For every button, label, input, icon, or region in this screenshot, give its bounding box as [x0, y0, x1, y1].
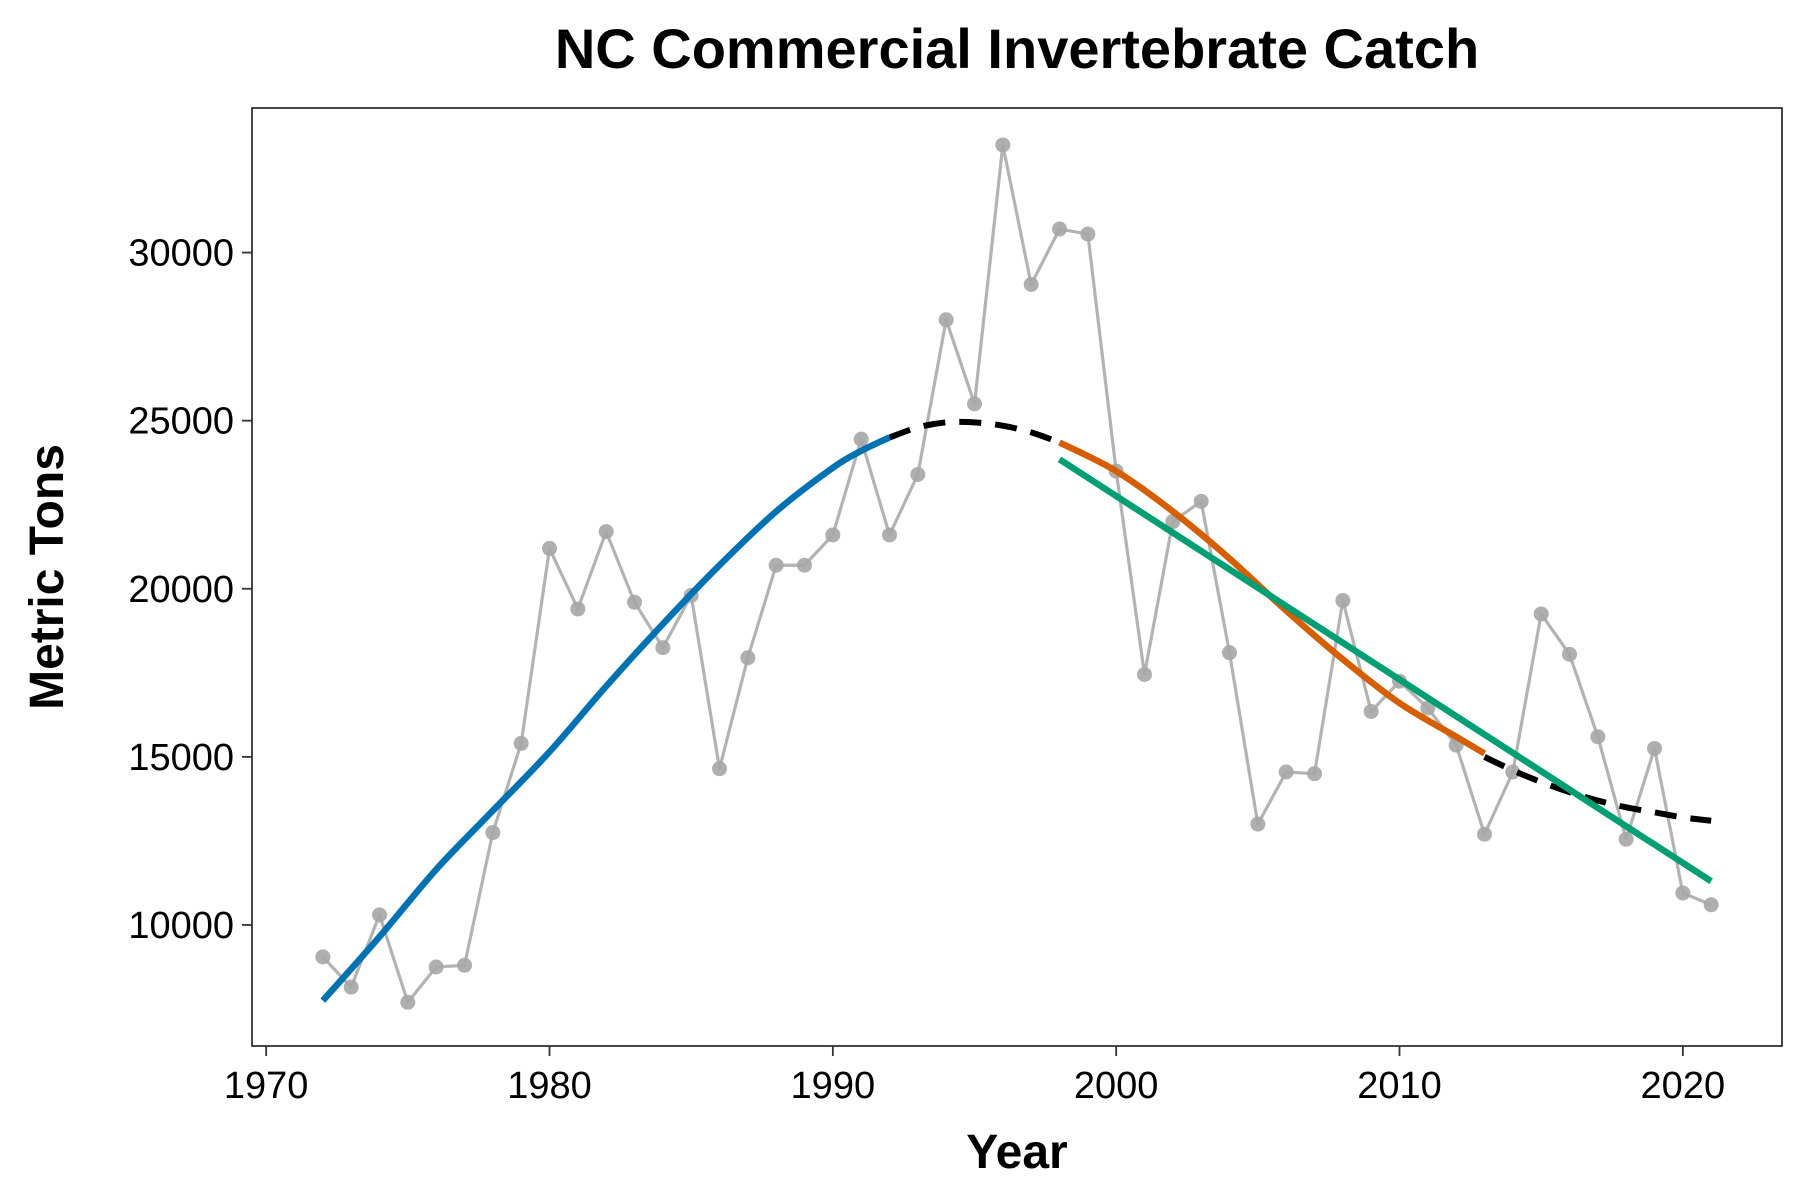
observed-point-2013 — [1477, 826, 1492, 842]
observed-point-1972 — [315, 949, 331, 965]
observed-point-1979 — [513, 735, 529, 751]
observed-point-1997 — [1023, 277, 1039, 293]
observed-point-2020 — [1675, 885, 1691, 901]
observed-point-1974 — [372, 907, 387, 923]
observed-point-1999 — [1080, 226, 1096, 242]
observed-point-2018 — [1618, 831, 1634, 847]
y-tick-label-25000: 25000 — [128, 401, 234, 443]
observed-point-2019 — [1647, 740, 1662, 756]
smooth-trend-dashed-2 — [1483, 754, 1712, 824]
observed-point-1980 — [542, 540, 557, 556]
observed-point-1986 — [712, 761, 727, 777]
observed-point-2003 — [1193, 493, 1209, 509]
x-tick-label-2010: 2010 — [1357, 1065, 1442, 1107]
observed-point-2014 — [1505, 764, 1521, 780]
plot-panel — [251, 107, 1783, 1047]
observed-point-1990 — [825, 527, 841, 543]
observed-point-1978 — [485, 825, 501, 841]
smooth-trend-dashed-1 — [888, 418, 1061, 446]
observed-point-2001 — [1137, 666, 1152, 682]
declining-linear-trend-line — [1057, 456, 1713, 884]
observed-point-1993 — [910, 466, 926, 482]
observed-point-1981 — [570, 601, 586, 617]
observed-point-1996 — [995, 137, 1011, 153]
observed-catch-line — [321, 143, 1712, 1004]
increasing-trend-line — [320, 434, 891, 1003]
observed-point-1983 — [627, 594, 642, 610]
observed-point-2016 — [1562, 646, 1577, 662]
observed-point-1989 — [797, 557, 812, 573]
observed-point-2009 — [1363, 703, 1379, 719]
observed-point-1994 — [938, 312, 954, 328]
x-tick-label-1990: 1990 — [791, 1065, 876, 1107]
observed-point-1976 — [428, 959, 444, 975]
observed-point-2005 — [1250, 816, 1266, 832]
observed-point-2004 — [1222, 645, 1237, 661]
observed-point-2006 — [1278, 764, 1294, 780]
observed-point-2017 — [1590, 729, 1606, 745]
observed-point-2011 — [1420, 700, 1436, 716]
y-tick-label-20000: 20000 — [128, 569, 234, 611]
y-tick-label-30000: 30000 — [128, 233, 234, 275]
x-tick-label-1980: 1980 — [507, 1065, 592, 1107]
y-tick-label-10000: 10000 — [128, 905, 234, 947]
observed-point-1991 — [853, 431, 869, 447]
x-tick-label-1970: 1970 — [224, 1065, 309, 1107]
observed-point-1988 — [768, 557, 784, 573]
observed-point-1975 — [400, 994, 416, 1010]
x-tick-label-2020: 2020 — [1641, 1065, 1726, 1107]
observed-point-2008 — [1335, 593, 1351, 609]
observed-point-1973 — [343, 979, 359, 995]
y-tick-label-15000: 15000 — [128, 737, 234, 779]
observed-point-2007 — [1307, 766, 1322, 782]
x-axis-label: Year — [966, 1126, 1067, 1179]
observed-point-1995 — [967, 396, 982, 412]
plot-layer — [315, 137, 1719, 1010]
observed-point-1987 — [740, 650, 756, 666]
observed-point-1982 — [598, 524, 614, 540]
x-axis: 1970 1980 1990 2000 2010 2020 — [224, 1046, 1725, 1107]
observed-point-1998 — [1052, 221, 1067, 237]
observed-point-2021 — [1703, 897, 1719, 913]
observed-point-1977 — [457, 957, 472, 973]
y-axis-label: Metric Tons — [21, 444, 74, 710]
x-tick-label-2000: 2000 — [1074, 1065, 1159, 1107]
declining-smooth-trend-line — [1058, 439, 1487, 757]
observed-point-1984 — [655, 640, 671, 656]
y-axis: 10000 15000 20000 25000 30000 — [128, 233, 252, 947]
observed-point-2015 — [1533, 606, 1549, 622]
observed-point-1992 — [882, 527, 897, 543]
chart-title: NC Commercial Invertebrate Catch — [555, 17, 1479, 80]
